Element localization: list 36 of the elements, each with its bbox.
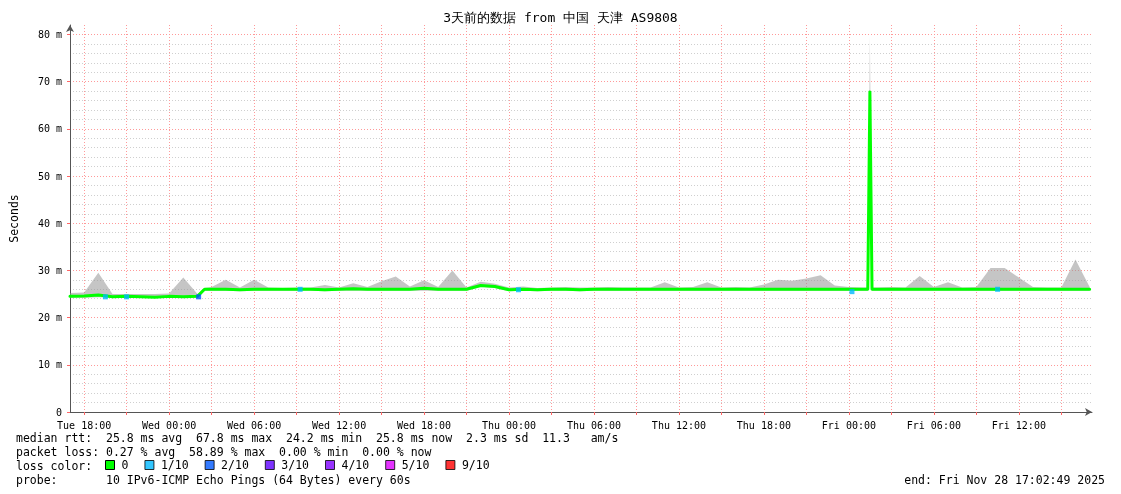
line-series <box>68 90 1092 299</box>
x-tick-label: Wed 18:00 <box>396 419 452 431</box>
text: packet loss: 0.27 % avg 58.89 % max 0.00 % min 0.00 % now <box>16 445 432 459</box>
legend-label: 4/10 <box>341 458 370 472</box>
y-tick-label: 30 m <box>37 264 62 276</box>
y-tick-label: 80 m <box>37 28 62 40</box>
x-tick-label: Fri 12:00 <box>991 419 1046 431</box>
y-tick-label: 70 m <box>37 76 62 88</box>
y-tick-label: 20 m <box>37 312 62 324</box>
text: end: Fri Nov 28 17:02:49 2025 <box>904 473 1105 487</box>
x-tick-label: Thu 06:00 <box>566 419 622 431</box>
x-tick-label: Wed 06:00 <box>227 419 282 431</box>
legend-label: 0 <box>121 458 129 472</box>
x-tick-label: Wed 12:00 <box>311 419 367 431</box>
text: probe: 10 IPv6-ICMP Echo Pings (64 Bytes) every 60s <box>16 473 411 487</box>
x-tick-label: Thu 12:00 <box>651 419 707 431</box>
x-tick-label: Wed 00:00 <box>142 419 197 431</box>
text: median rtt: 25.8 ms avg 67.8 ms max 24.2 ms min 25.8 ms now 2.3 ms sd 11.3 am/s <box>16 431 619 445</box>
x-tick-label: Thu 18:00 <box>736 419 792 431</box>
x-tick-label: Fri 00:00 <box>821 419 876 431</box>
text: loss color: <box>16 459 93 473</box>
x-tick-label: Thu 00:00 <box>481 419 537 431</box>
y-tick-label: 0 <box>55 406 62 418</box>
legend-label: 2/10 <box>221 458 249 472</box>
legend-label: 9/10 <box>461 458 490 472</box>
y-tick-label: 10 m <box>37 359 62 371</box>
y-tick-label: 50 m <box>37 170 62 182</box>
y-tick-label: 40 m <box>37 217 62 229</box>
x-tick-label: Fri 06:00 <box>906 419 961 431</box>
chart-title: 3天前的数据 from 中国 天津 AS9808 <box>443 10 678 25</box>
legend-label: 1/10 <box>160 458 189 472</box>
y-tick-label: 60 m <box>37 123 62 135</box>
legend-label: 5/10 <box>401 458 430 472</box>
x-tick-label: Tue 18:00 <box>57 419 112 431</box>
legend-label: 3/10 <box>281 458 310 472</box>
y-axis-title: Seconds <box>7 194 21 243</box>
